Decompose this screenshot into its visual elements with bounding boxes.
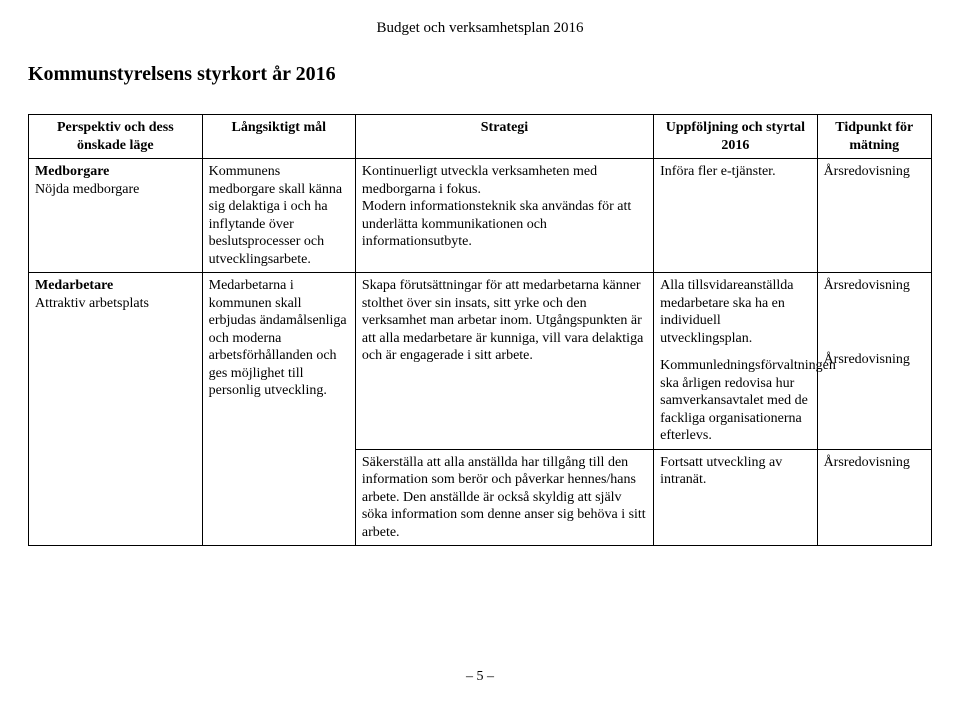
cell-strategy: Skapa förutsättningar för att medarbetar… — [355, 273, 653, 450]
cell-long-term: Medarbetarna i kommunen skall erbjudas ä… — [202, 273, 355, 546]
table-row: Medarbetare Attraktiv arbetsplats Medarb… — [29, 273, 932, 450]
cell-followup: Fortsatt utveckling av intranät. — [654, 449, 817, 546]
timing-text: Årsredovisning — [824, 277, 925, 295]
perspective-goal: Attraktiv arbetsplats — [35, 295, 196, 313]
col-header-goal: Långsiktigt mål — [202, 115, 355, 159]
page-footer: – 5 – — [0, 669, 960, 685]
cell-timing: Årsredovisning Årsredovisning — [817, 273, 931, 450]
timing-text: Årsredovisning — [824, 351, 925, 369]
section-title: Kommunstyrelsens styrkort år 2016 — [28, 63, 932, 86]
cell-strategy: Kontinuerligt utveckla verksamheten med … — [355, 159, 653, 273]
col-header-strategy: Strategi — [355, 115, 653, 159]
page: Budget och verksamhetsplan 2016 Kommunst… — [0, 0, 960, 703]
followup-text: Alla tillsvidareanställda medarbetare sk… — [660, 277, 810, 347]
perspective-title: Medborgare — [35, 164, 109, 179]
col-header-timing: Tidpunkt för mätning — [817, 115, 931, 159]
perspective-goal: Nöjda medborgare — [35, 181, 196, 199]
followup-text: Kommunledningsförvaltningen ska årligen … — [660, 357, 810, 445]
cell-followup: Alla tillsvidareanställda medarbetare sk… — [654, 273, 817, 450]
table-header-row: Perspektiv och dess önskade läge Långsik… — [29, 115, 932, 159]
cell-long-term: Kommunens medborgare skall känna sig del… — [202, 159, 355, 273]
table-row: Medborgare Nöjda medborgare Kommunens me… — [29, 159, 932, 273]
document-header: Budget och verksamhetsplan 2016 — [28, 20, 932, 37]
styrkort-table: Perspektiv och dess önskade läge Långsik… — [28, 114, 932, 546]
cell-perspective: Medborgare Nöjda medborgare — [29, 159, 203, 273]
cell-timing: Årsredovisning — [817, 159, 931, 273]
col-header-perspective: Perspektiv och dess önskade läge — [29, 115, 203, 159]
perspective-title: Medarbetare — [35, 278, 113, 293]
cell-strategy: Säkerställa att alla anställda har tillg… — [355, 449, 653, 546]
col-header-followup: Uppföljning och styrtal 2016 — [654, 115, 817, 159]
cell-timing: Årsredovisning — [817, 449, 931, 546]
cell-perspective: Medarbetare Attraktiv arbetsplats — [29, 273, 203, 546]
cell-followup: Införa fler e-tjänster. — [654, 159, 817, 273]
